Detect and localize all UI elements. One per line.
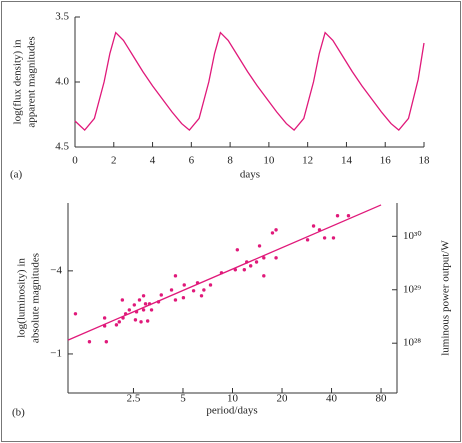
x-tick-label: 10 [263,155,275,167]
y-tick-label: 3.5 [55,11,69,23]
data-point [141,294,146,298]
data-point [235,248,240,252]
data-point [317,228,322,232]
y-axis-label: absolute magnitudes [30,253,42,343]
y-tick-label: −4 [50,264,62,276]
data-point [262,256,266,260]
data-point [346,214,351,218]
data-point [219,271,224,275]
data-point [182,283,186,287]
x-tick-label: 10 [227,393,239,405]
data-point [191,289,196,293]
x-tick-label: 80 [376,393,388,405]
x-tick-label: 2.5 [127,393,141,405]
x-tick-label: 14 [341,155,353,167]
data-point [270,231,275,235]
y2-tick-label: 10²⁸ [403,337,421,349]
data-point [195,281,200,285]
data-point [147,302,152,306]
data-point [121,316,125,320]
data-point [134,310,139,314]
data-point [311,224,316,228]
data-point [159,293,163,297]
y-tick-label: 4.0 [55,76,69,88]
y-axis-label: log(flux density) in [12,39,24,124]
data-point [254,260,259,264]
x-axis-label: days [240,169,260,181]
data-point [149,308,154,312]
data-point [169,288,174,292]
y-axis-label: apparent magnitudes [26,36,38,127]
data-point [120,298,125,302]
light-curve [74,31,425,132]
data-point [242,268,247,272]
x-tick-label: 8 [227,155,233,167]
data-point [233,268,238,272]
data-point [199,294,204,298]
data-point [248,264,253,268]
x-tick-label: 20 [277,393,289,405]
data-point [143,302,148,306]
fit-line [67,204,382,341]
x-tick-label: 6 [189,155,195,167]
data-point [156,300,161,304]
data-point [123,312,128,316]
data-point [173,298,178,302]
x-tick-label: 0 [72,155,78,167]
y2-axis-label: luminous power output/W [440,240,452,356]
panel-label: (a) [10,169,23,181]
data-point [245,260,249,264]
y-axis-label: log(luminosity) in [16,258,28,338]
x-tick-label: 4 [150,155,156,167]
data-point [208,283,213,287]
data-point [173,274,178,278]
data-point [322,236,327,240]
data-point [274,256,278,260]
data-point [274,228,278,232]
data-point [132,303,137,307]
x-tick-label: 12 [302,155,313,167]
x-axis-label: period/days [206,405,257,417]
data-point [117,320,121,324]
panel-label: (b) [12,407,25,419]
data-point [305,238,310,242]
data-point [102,324,107,328]
data-point [145,319,150,323]
data-point [127,308,132,312]
data-point [102,316,107,320]
data-point [262,274,266,278]
x-tick-label: 2 [111,155,117,167]
x-tick-label: 5 [180,393,186,405]
data-point [73,312,78,316]
y2-tick-label: 10²⁹ [403,283,421,295]
data-point [133,318,138,322]
data-point [257,244,262,248]
data-point [331,236,336,240]
x-tick-label: 16 [380,155,392,167]
data-point [181,296,186,300]
x-tick-label: 40 [326,393,338,405]
data-point [335,214,340,218]
y2-tick-label: 10³⁰ [403,230,422,242]
data-point [202,288,206,292]
y-tick-label: 4.5 [55,141,69,153]
data-point [104,340,109,344]
data-point [139,320,143,324]
data-point [137,298,142,302]
data-point [141,308,146,312]
data-point [114,323,119,327]
data-point [87,340,92,344]
x-tick-label: 18 [419,155,431,167]
y-tick-label: −1 [50,347,62,359]
